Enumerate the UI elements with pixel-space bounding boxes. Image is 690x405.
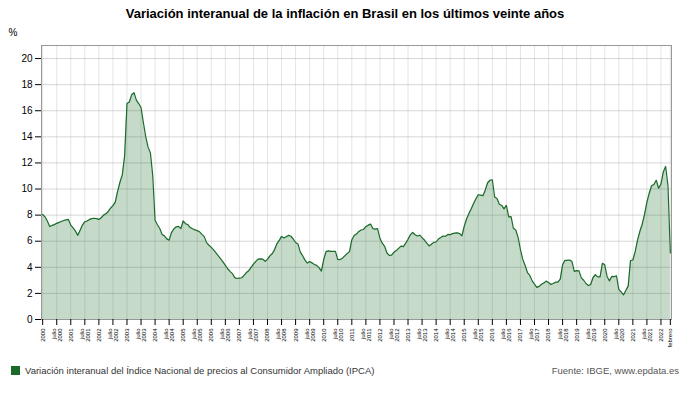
svg-text:2022: 2022: [658, 328, 664, 342]
svg-text:2001: 2001: [68, 328, 74, 342]
svg-text:julio2016: julio2016: [500, 328, 512, 342]
svg-text:2012: 2012: [377, 328, 383, 342]
svg-text:2016: 2016: [489, 328, 495, 342]
svg-text:2006: 2006: [208, 328, 214, 342]
svg-text:2018: 2018: [545, 328, 551, 342]
svg-text:2000: 2000: [40, 328, 46, 342]
svg-text:julio2001: julio2001: [79, 328, 91, 342]
svg-text:2015: 2015: [461, 328, 467, 342]
svg-text:julio2017: julio2017: [528, 328, 540, 342]
html-text:Fuente: IBGE, www.epdata.es: Fuente: IBGE, www.epdata.es: [551, 365, 679, 376]
svg-text:julio2020: julio2020: [613, 328, 625, 342]
svg-text:8: 8: [27, 209, 33, 220]
svg-text:julio2003: julio2003: [135, 328, 147, 342]
svg-text:%: %: [9, 27, 18, 38]
svg-text:julio2002: julio2002: [107, 328, 119, 342]
svg-text:julio2006: julio2006: [219, 328, 231, 342]
svg-text:julio2015: julio2015: [472, 328, 484, 342]
svg-text:julio2007: julio2007: [247, 328, 259, 342]
svg-text:16: 16: [21, 105, 33, 116]
svg-text:2002: 2002: [96, 328, 102, 342]
svg-text:10: 10: [21, 183, 33, 194]
svg-text:2: 2: [27, 288, 33, 299]
svg-text:2008: 2008: [264, 328, 270, 342]
svg-text:julio2021: julio2021: [641, 328, 653, 342]
svg-text:2010: 2010: [321, 328, 327, 342]
svg-text:julio2009: julio2009: [304, 328, 316, 342]
svg-text:2005: 2005: [180, 328, 186, 342]
svg-text:febrero: febrero: [667, 328, 673, 348]
svg-text:julio2013: julio2013: [416, 328, 428, 342]
svg-text:julio2012: julio2012: [388, 328, 400, 342]
svg-text:4: 4: [27, 262, 33, 273]
svg-text:julio2018: julio2018: [557, 328, 569, 342]
svg-text:2011: 2011: [349, 328, 355, 342]
svg-text:julio2010: julio2010: [332, 328, 344, 342]
svg-text:2007: 2007: [236, 328, 242, 342]
svg-text:2013: 2013: [405, 328, 411, 342]
svg-text:julio2005: julio2005: [191, 328, 203, 342]
svg-text:2004: 2004: [152, 328, 158, 342]
svg-text:2003: 2003: [124, 328, 130, 342]
svg-text:julio2008: julio2008: [275, 328, 287, 342]
svg-text:6: 6: [27, 235, 33, 246]
svg-text:2009: 2009: [293, 328, 299, 342]
svg-text:2014: 2014: [433, 328, 439, 342]
svg-text:14: 14: [21, 131, 33, 142]
svg-text:18: 18: [21, 79, 33, 90]
svg-text:2019: 2019: [574, 328, 580, 342]
svg-text:julio2014: julio2014: [444, 328, 456, 342]
svg-text:julio2019: julio2019: [585, 328, 597, 342]
html-text:Variación interanual del Índic: Variación interanual del Índice Nacional…: [25, 365, 375, 376]
svg-text:0: 0: [27, 314, 33, 325]
svg-text:julio2011: julio2011: [360, 328, 372, 342]
svg-text:julio2000: julio2000: [51, 328, 63, 342]
svg-text:12: 12: [21, 157, 33, 168]
svg-text:2020: 2020: [602, 328, 608, 342]
svg-text:julio2004: julio2004: [163, 328, 175, 342]
html-text:Variación interanual de la inf: Variación interanual de la inflación en …: [125, 6, 565, 21]
svg-text:2021: 2021: [630, 328, 636, 342]
svg-text:2017: 2017: [517, 328, 523, 342]
svg-text:20: 20: [21, 53, 33, 64]
